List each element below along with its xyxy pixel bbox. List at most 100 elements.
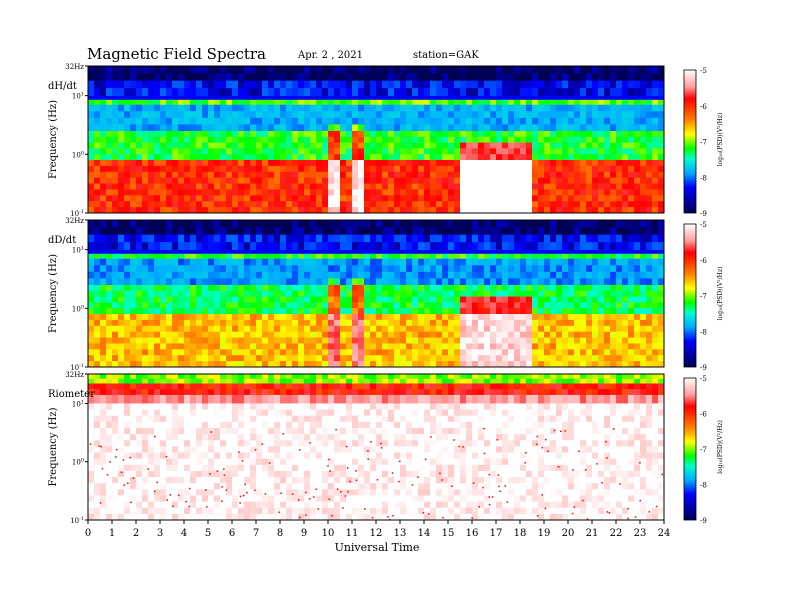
- spectrogram-cell: [322, 331, 329, 338]
- spectrogram-cell: [178, 80, 185, 89]
- spectrogram-cell: [376, 258, 383, 266]
- spectrogram-cell: [634, 183, 641, 190]
- spectrogram-cell: [598, 66, 605, 74]
- spectrogram-cell: [376, 383, 383, 390]
- spectrogram-cell: [556, 290, 563, 297]
- spectrogram-cell: [178, 220, 185, 228]
- spectrogram-cell: [364, 88, 371, 97]
- spectrogram-cell: [244, 308, 251, 315]
- spectrogram-cell: [208, 331, 215, 338]
- spectrogram-cell: [460, 355, 467, 362]
- spectrogram-cell: [310, 296, 317, 303]
- spectrogram-cell: [616, 302, 623, 309]
- spectrogram-cell: [238, 88, 245, 97]
- spectrogram-cell: [598, 104, 605, 112]
- spectrogram-cell: [274, 378, 281, 384]
- spectrogram-cell: [202, 394, 209, 404]
- spectrogram-cell: [184, 124, 191, 132]
- spectrogram-cell: [538, 337, 545, 344]
- spectrogram-cell: [112, 374, 119, 380]
- spectrogram-cell: [574, 361, 581, 368]
- spectrogram-cell: [118, 278, 125, 286]
- spectrogram-cell: [100, 177, 107, 184]
- spectrogram-cell: [520, 319, 527, 327]
- spectrogram-cell: [322, 355, 329, 362]
- spectrogram-cell: [610, 361, 617, 368]
- spectrogram-cell: [532, 171, 539, 179]
- spectrogram-cell: [412, 99, 419, 106]
- spectrogram-cell: [190, 130, 197, 138]
- spectrogram-cell: [316, 177, 323, 184]
- spectrogram-cell: [274, 80, 281, 89]
- spectrogram-cell: [544, 337, 551, 344]
- spectrogram-cell: [364, 314, 371, 321]
- spectrogram-cell: [298, 253, 305, 260]
- spectrogram-cell: [412, 374, 419, 380]
- spectrogram-cell: [658, 154, 665, 161]
- spectrogram-cell: [562, 220, 569, 228]
- spectrogram-cell: [178, 271, 185, 279]
- spectrogram-cell: [322, 253, 329, 260]
- spectrogram-cell: [604, 99, 611, 106]
- spectrogram-cell: [268, 355, 275, 362]
- spectrogram-cell: [220, 99, 227, 106]
- spectrogram-cell: [580, 378, 587, 384]
- spectrogram-cell: [304, 189, 311, 196]
- spectrogram-cell: [226, 337, 233, 344]
- spectrogram-cell: [250, 253, 257, 260]
- spectrogram-cell: [352, 361, 359, 368]
- spectrogram-cell: [556, 142, 563, 149]
- spectrogram-cell: [370, 220, 377, 228]
- spectrogram-cell: [430, 201, 437, 208]
- spectrogram-cell: [202, 66, 209, 74]
- spectrogram-cell: [166, 154, 173, 161]
- spectrogram-cell: [472, 290, 479, 297]
- spectrogram-cell: [286, 343, 293, 350]
- spectrogram-cell: [460, 80, 467, 89]
- spectrogram-cell: [178, 104, 185, 112]
- spectrogram-cell: [94, 331, 101, 338]
- spectrogram-cell: [286, 165, 293, 173]
- spectrogram-cell: [454, 104, 461, 112]
- spectrogram-cell: [328, 265, 335, 273]
- colorbar-label: log₁₀(PSD)(V²/Hz): [717, 113, 724, 167]
- spectrogram-cell: [532, 124, 539, 132]
- spectrogram-cell: [406, 130, 413, 138]
- spectrogram-cell: [118, 284, 125, 292]
- spectrogram-cell: [508, 73, 515, 82]
- spectrogram-cell: [136, 73, 143, 82]
- spectrogram-cell: [640, 189, 647, 196]
- spectrogram-cell: [562, 374, 569, 380]
- spectrogram-cell: [346, 160, 353, 167]
- spectrogram-cell: [472, 271, 479, 279]
- spectrogram-cell: [454, 389, 461, 396]
- spectrogram-cell: [442, 394, 449, 404]
- spectrogram-cell: [628, 177, 635, 184]
- spectrogram-cell: [256, 183, 263, 190]
- spectrogram-cell: [352, 314, 359, 321]
- spectrogram-cell: [604, 66, 611, 74]
- spectrogram-cell: [556, 177, 563, 184]
- spectrogram-cell: [586, 201, 593, 208]
- spectrogram-cell: [562, 142, 569, 149]
- spectrogram-cell: [208, 171, 215, 179]
- spectrogram-cell: [442, 220, 449, 228]
- spectrogram-cell: [586, 207, 593, 214]
- spectrogram-cell: [640, 195, 647, 202]
- spectrogram-cell: [640, 383, 647, 390]
- spectrogram-cell: [592, 308, 599, 315]
- spectrogram-cell: [154, 80, 161, 89]
- spectrogram-cell: [370, 130, 377, 138]
- spectrogram-cell: [250, 394, 257, 404]
- spectrogram-cell: [376, 154, 383, 161]
- spectrogram-cell: [118, 337, 125, 344]
- spectrogram-cell: [496, 66, 503, 74]
- spectrogram-cell: [160, 265, 167, 273]
- spectrogram-cell: [604, 284, 611, 292]
- spectrogram-cell: [460, 171, 467, 179]
- spectrogram-cell: [514, 284, 521, 292]
- spectrogram-cell: [304, 331, 311, 338]
- spectrogram-cell: [358, 117, 365, 125]
- spectrogram-cell: [394, 331, 401, 338]
- spectrogram-cell: [232, 195, 239, 202]
